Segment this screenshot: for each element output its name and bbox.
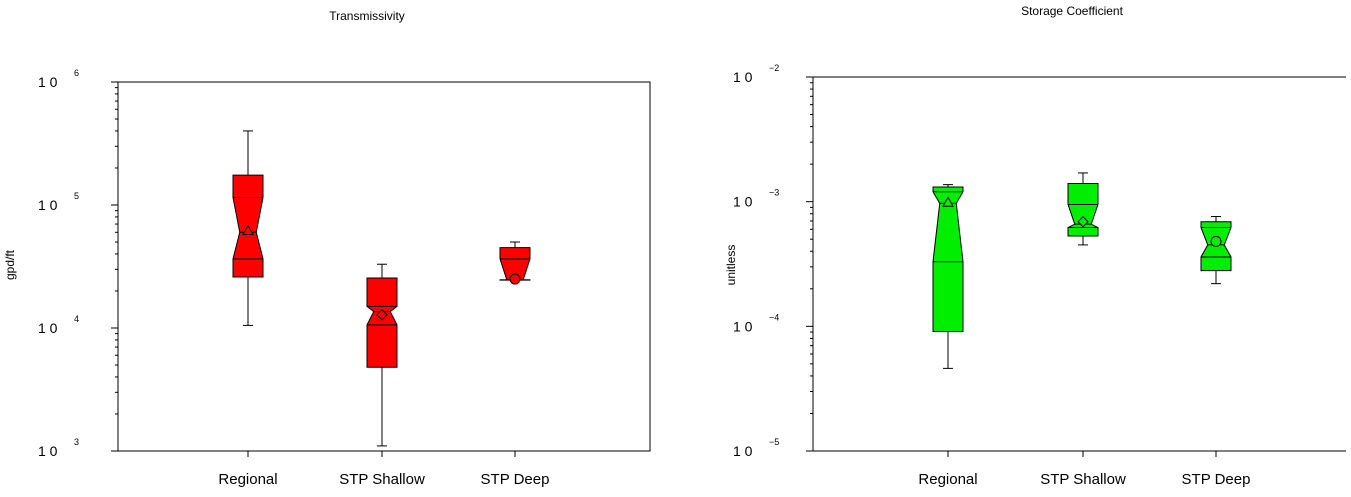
box-body — [366, 277, 398, 368]
storage-coefficient-y-tick-label: 1 0 — [733, 443, 753, 459]
storage-coefficient-title: Storage Coefficient — [1021, 4, 1124, 18]
mean-marker-circle — [1210, 235, 1222, 247]
mean-marker-circle — [509, 273, 521, 285]
storage-coefficient-y-tick-label: 1 0 — [733, 69, 753, 85]
transmissivity-category-label: STP Deep — [481, 471, 550, 488]
transmissivity-category-label: STP Shallow — [339, 471, 425, 488]
storage-coefficient-category-label: Regional — [918, 471, 977, 488]
mean-marker-triangle — [242, 224, 254, 236]
storage-coefficient-box-1 — [932, 184, 964, 369]
transmissivity-plot-frame — [117, 81, 651, 452]
storage-coefficient-y-tick-exponent: −2 — [769, 63, 779, 73]
storage-coefficient-y-tick-label: 1 0 — [733, 318, 753, 334]
box-body — [1067, 182, 1099, 237]
storage-coefficient-y-tick-exponent: −4 — [769, 312, 779, 322]
transmissivity-y-axis-label: gpd/ft — [3, 249, 17, 280]
storage-coefficient-y-tick-exponent: −3 — [769, 188, 779, 198]
transmissivity-y-tick-exponent: 6 — [74, 68, 79, 78]
transmissivity-category-label: Regional — [218, 471, 277, 488]
transmissivity-y-tick-exponent: 5 — [74, 191, 79, 201]
mean-marker-diamond — [1077, 216, 1089, 228]
storage-coefficient-y-tick-exponent: −5 — [769, 437, 779, 447]
storage-coefficient-y-axis-label: unitless — [724, 245, 738, 286]
transmissivity-y-tick-label: 1 0 — [38, 443, 58, 459]
storage-coefficient-y-tick-label: 1 0 — [733, 194, 753, 210]
mean-marker-triangle — [942, 196, 954, 207]
storage-coefficient-box-2 — [1067, 172, 1099, 246]
storage-coefficient-panel: Storage Coefficient unitless 1 0 −5 1 0 −4 1… — [724, 4, 1346, 488]
box-body — [932, 186, 964, 332]
storage-coefficient-box-3 — [1200, 216, 1232, 285]
transmissivity-y-tick-exponent: 4 — [74, 314, 79, 324]
storage-coefficient-category-label: STP Shallow — [1040, 471, 1126, 488]
storage-coefficient-category-label: STP Deep — [1182, 471, 1251, 488]
transmissivity-title: Transmissivity — [329, 9, 405, 23]
transmissivity-box-2 — [366, 263, 398, 447]
transmissivity-y-tick-exponent: 3 — [74, 437, 79, 447]
transmissivity-y-tick-label: 1 0 — [38, 320, 58, 336]
transmissivity-box-3 — [499, 241, 531, 285]
mean-marker-diamond — [376, 309, 388, 321]
transmissivity-y-tick-label: 1 0 — [38, 74, 58, 90]
transmissivity-y-tick-label: 1 0 — [38, 197, 58, 213]
transmissivity-panel: Transmissivity gpd/ft 1 0 3 1 0 4 1 0 5 1 0 6 R… — [3, 9, 651, 488]
transmissivity-box-1 — [232, 130, 264, 326]
